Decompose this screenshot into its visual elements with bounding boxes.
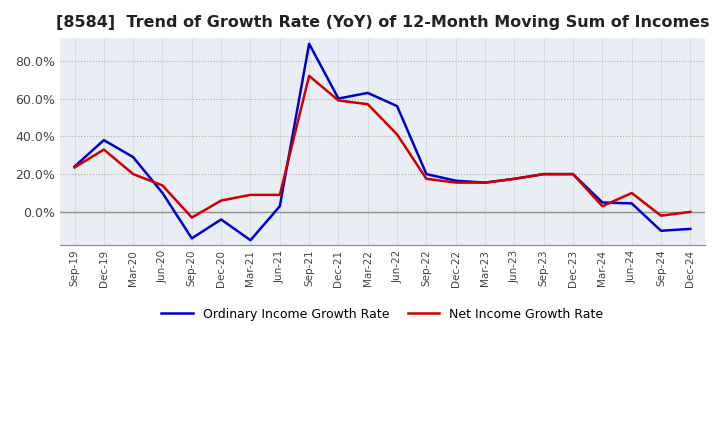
Net Income Growth Rate	[364, 102, 372, 107]
Net Income Growth Rate	[598, 204, 607, 209]
Net Income Growth Rate	[451, 180, 460, 185]
Ordinary Income Growth Rate	[539, 172, 548, 177]
Line: Ordinary Income Growth Rate: Ordinary Income Growth Rate	[75, 44, 690, 240]
Ordinary Income Growth Rate	[569, 172, 577, 177]
Net Income Growth Rate	[481, 180, 490, 185]
Net Income Growth Rate	[217, 198, 225, 203]
Ordinary Income Growth Rate	[246, 238, 255, 243]
Ordinary Income Growth Rate	[305, 41, 313, 46]
Ordinary Income Growth Rate	[627, 201, 636, 206]
Line: Net Income Growth Rate: Net Income Growth Rate	[75, 76, 690, 217]
Ordinary Income Growth Rate	[422, 172, 431, 177]
Ordinary Income Growth Rate	[481, 180, 490, 185]
Ordinary Income Growth Rate	[451, 178, 460, 183]
Net Income Growth Rate	[276, 192, 284, 198]
Ordinary Income Growth Rate	[364, 90, 372, 95]
Ordinary Income Growth Rate	[187, 236, 196, 241]
Ordinary Income Growth Rate	[334, 96, 343, 101]
Ordinary Income Growth Rate	[393, 103, 402, 109]
Net Income Growth Rate	[422, 176, 431, 181]
Ordinary Income Growth Rate	[598, 200, 607, 205]
Net Income Growth Rate	[627, 191, 636, 196]
Ordinary Income Growth Rate	[686, 226, 695, 231]
Ordinary Income Growth Rate	[71, 164, 79, 169]
Ordinary Income Growth Rate	[217, 217, 225, 222]
Net Income Growth Rate	[187, 215, 196, 220]
Net Income Growth Rate	[158, 183, 167, 188]
Title: [8584]  Trend of Growth Rate (YoY) of 12-Month Moving Sum of Incomes: [8584] Trend of Growth Rate (YoY) of 12-…	[55, 15, 709, 30]
Net Income Growth Rate	[334, 98, 343, 103]
Net Income Growth Rate	[129, 172, 138, 177]
Net Income Growth Rate	[686, 209, 695, 215]
Net Income Growth Rate	[510, 176, 518, 181]
Net Income Growth Rate	[99, 147, 108, 152]
Net Income Growth Rate	[539, 172, 548, 177]
Legend: Ordinary Income Growth Rate, Net Income Growth Rate: Ordinary Income Growth Rate, Net Income …	[156, 303, 608, 326]
Net Income Growth Rate	[71, 165, 79, 170]
Net Income Growth Rate	[393, 132, 402, 137]
Net Income Growth Rate	[246, 192, 255, 198]
Ordinary Income Growth Rate	[158, 191, 167, 196]
Ordinary Income Growth Rate	[129, 154, 138, 160]
Ordinary Income Growth Rate	[99, 137, 108, 143]
Ordinary Income Growth Rate	[276, 204, 284, 209]
Net Income Growth Rate	[657, 213, 665, 218]
Ordinary Income Growth Rate	[657, 228, 665, 234]
Net Income Growth Rate	[569, 172, 577, 177]
Ordinary Income Growth Rate	[510, 176, 518, 181]
Net Income Growth Rate	[305, 73, 313, 78]
